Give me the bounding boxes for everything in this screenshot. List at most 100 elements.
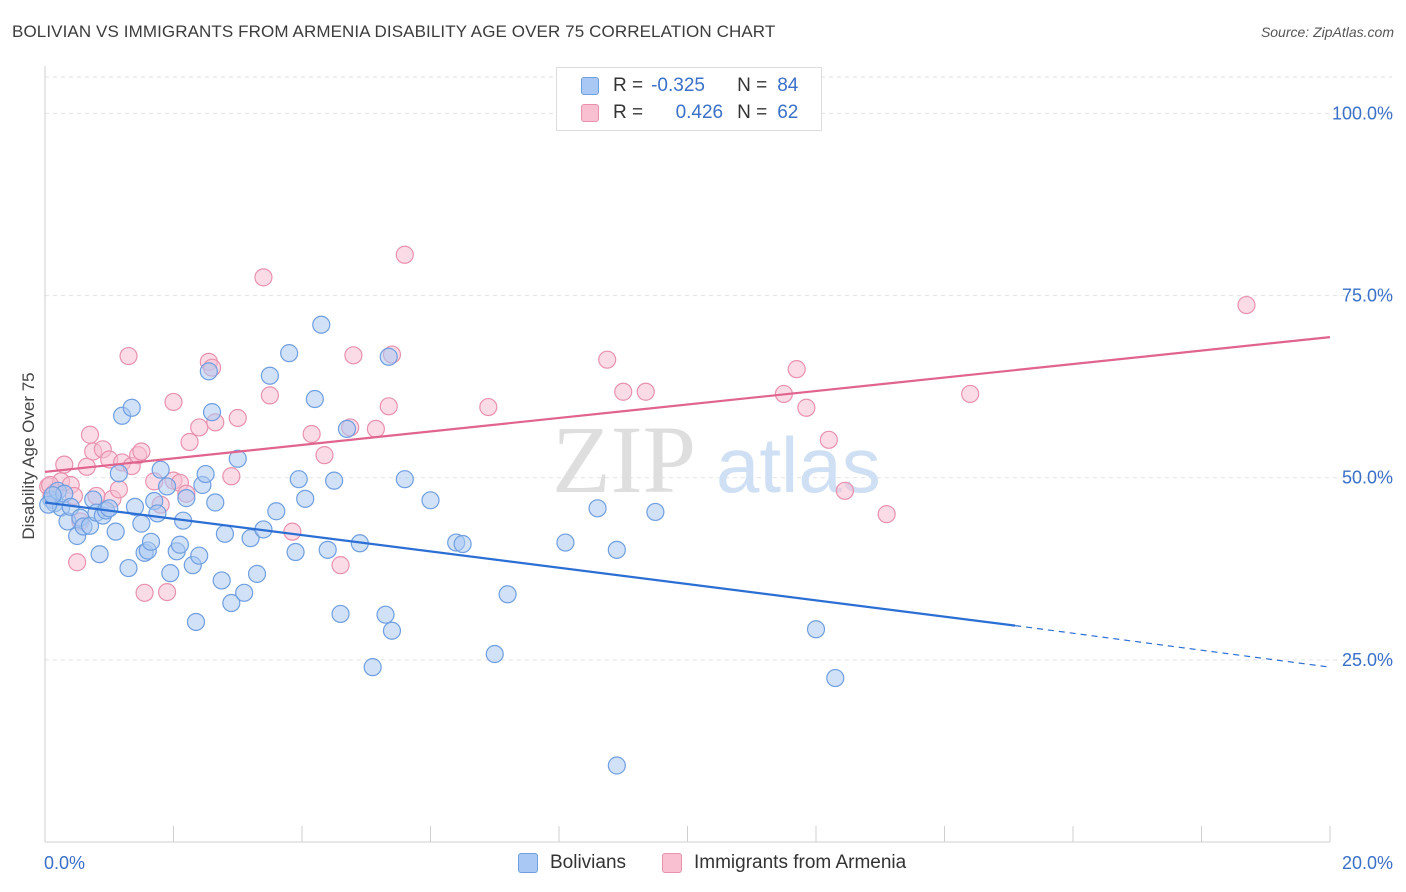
point-armenia [283, 522, 302, 541]
point-armenia [157, 582, 177, 602]
point-bolivians [376, 605, 395, 624]
point-bolivians [119, 558, 138, 578]
point-bolivians [161, 564, 180, 583]
point-armenia [109, 480, 128, 499]
series-legend: Bolivians Immigrants from Armenia [0, 852, 1406, 878]
legend-r-value: -0.325 [651, 75, 705, 96]
watermark-atlas: atlas [716, 421, 881, 509]
point-bolivians [286, 542, 305, 562]
point-bolivians [148, 504, 167, 523]
point-armenia [260, 386, 279, 405]
watermark-zip: ZIP [552, 406, 696, 513]
point-bolivians [280, 344, 299, 363]
point-bolivians [337, 419, 357, 438]
point-armenia [254, 268, 273, 287]
chart-title: BOLIVIAN VS IMMIGRANTS FROM ARMENIA DISA… [12, 22, 776, 41]
legend-item-armenia[interactable]: Immigrants from Armenia [662, 852, 906, 874]
correlation-legend: R = -0.325 N = 84 R = 0.426 N = 62 [556, 67, 822, 131]
legend-label-bolivians: Bolivians [550, 852, 627, 873]
legend-swatch-armenia [662, 853, 682, 873]
legend-swatch-bolivians [518, 853, 538, 873]
point-bolivians [177, 489, 196, 508]
point-bolivians [588, 499, 607, 518]
legend-n-value: 84 [777, 75, 799, 96]
source-label: Source: ZipAtlas.com [1260, 24, 1394, 40]
legend-row-bolivians: R = -0.325 N = 84 [581, 73, 798, 99]
trend-lines [44, 336, 1331, 668]
point-bolivians [157, 477, 177, 496]
point-armenia [479, 397, 498, 417]
point-bolivians [607, 756, 626, 775]
legend-r-value: 0.426 [675, 102, 724, 123]
point-armenia [1237, 295, 1256, 315]
point-bolivians [43, 486, 62, 505]
point-armenia [366, 419, 385, 438]
point-armenia [819, 430, 838, 449]
point-armenia [835, 481, 855, 500]
point-bolivians [235, 583, 254, 602]
point-armenia [614, 382, 633, 401]
point-armenia [228, 408, 247, 428]
point-armenia [80, 425, 100, 444]
point-bolivians [199, 362, 218, 381]
point-bolivians [312, 315, 331, 334]
point-bolivians [90, 545, 109, 564]
legend-r-label: R = [613, 75, 644, 96]
point-bolivians [453, 534, 472, 554]
point-bolivians [206, 493, 225, 512]
point-armenia [68, 553, 87, 572]
point-armenia [331, 556, 350, 575]
point-armenia [164, 392, 183, 412]
point-bolivians [212, 571, 231, 590]
point-bolivians [125, 497, 145, 516]
point-bolivians [646, 502, 665, 522]
point-armenia [119, 346, 138, 366]
point-armenia [132, 442, 151, 461]
point-armenia [315, 446, 334, 465]
legend-r-label: R = [613, 102, 644, 123]
trend-line-bolivians [44, 501, 1016, 627]
point-armenia [344, 346, 363, 365]
legend-swatch-armenia [581, 104, 599, 122]
point-bolivians [132, 514, 151, 533]
point-bolivians [222, 593, 241, 613]
trend-line-armenia [44, 336, 1331, 473]
y-tick-label: 100.0% [1332, 103, 1393, 123]
point-armenia [190, 418, 209, 437]
point-bolivians [228, 449, 247, 468]
point-bolivians [826, 668, 845, 688]
point-bolivians [267, 502, 286, 521]
point-bolivians [141, 532, 161, 551]
point-bolivians [170, 535, 190, 554]
point-bolivians [363, 658, 382, 677]
series-bolivians-points [39, 315, 845, 775]
point-armenia [180, 432, 199, 452]
point-bolivians [151, 460, 170, 479]
point-bolivians [186, 612, 206, 632]
point-bolivians [247, 564, 267, 583]
point-bolivians [382, 621, 402, 640]
point-bolivians [109, 464, 128, 483]
point-bolivians [100, 499, 119, 518]
point-armenia [222, 467, 241, 486]
legend-n-label: N = [737, 75, 768, 96]
y-tick-label: 50.0% [1342, 468, 1393, 488]
point-bolivians [260, 366, 279, 385]
legend-n-label: N = [737, 102, 768, 123]
point-armenia [302, 424, 321, 444]
point-bolivians [289, 470, 308, 489]
trend-extension-bolivians [1015, 625, 1331, 668]
point-bolivians [122, 398, 141, 417]
point-bolivians [331, 604, 350, 624]
point-bolivians [556, 533, 575, 552]
point-bolivians [196, 464, 215, 484]
point-bolivians [325, 471, 344, 490]
point-bolivians [305, 389, 324, 409]
y-tick-label: 75.0% [1342, 286, 1393, 306]
point-bolivians [296, 489, 315, 508]
legend-item-bolivians[interactable]: Bolivians [518, 852, 626, 874]
point-bolivians [485, 644, 504, 664]
point-armenia [395, 245, 414, 264]
point-bolivians [607, 540, 626, 559]
